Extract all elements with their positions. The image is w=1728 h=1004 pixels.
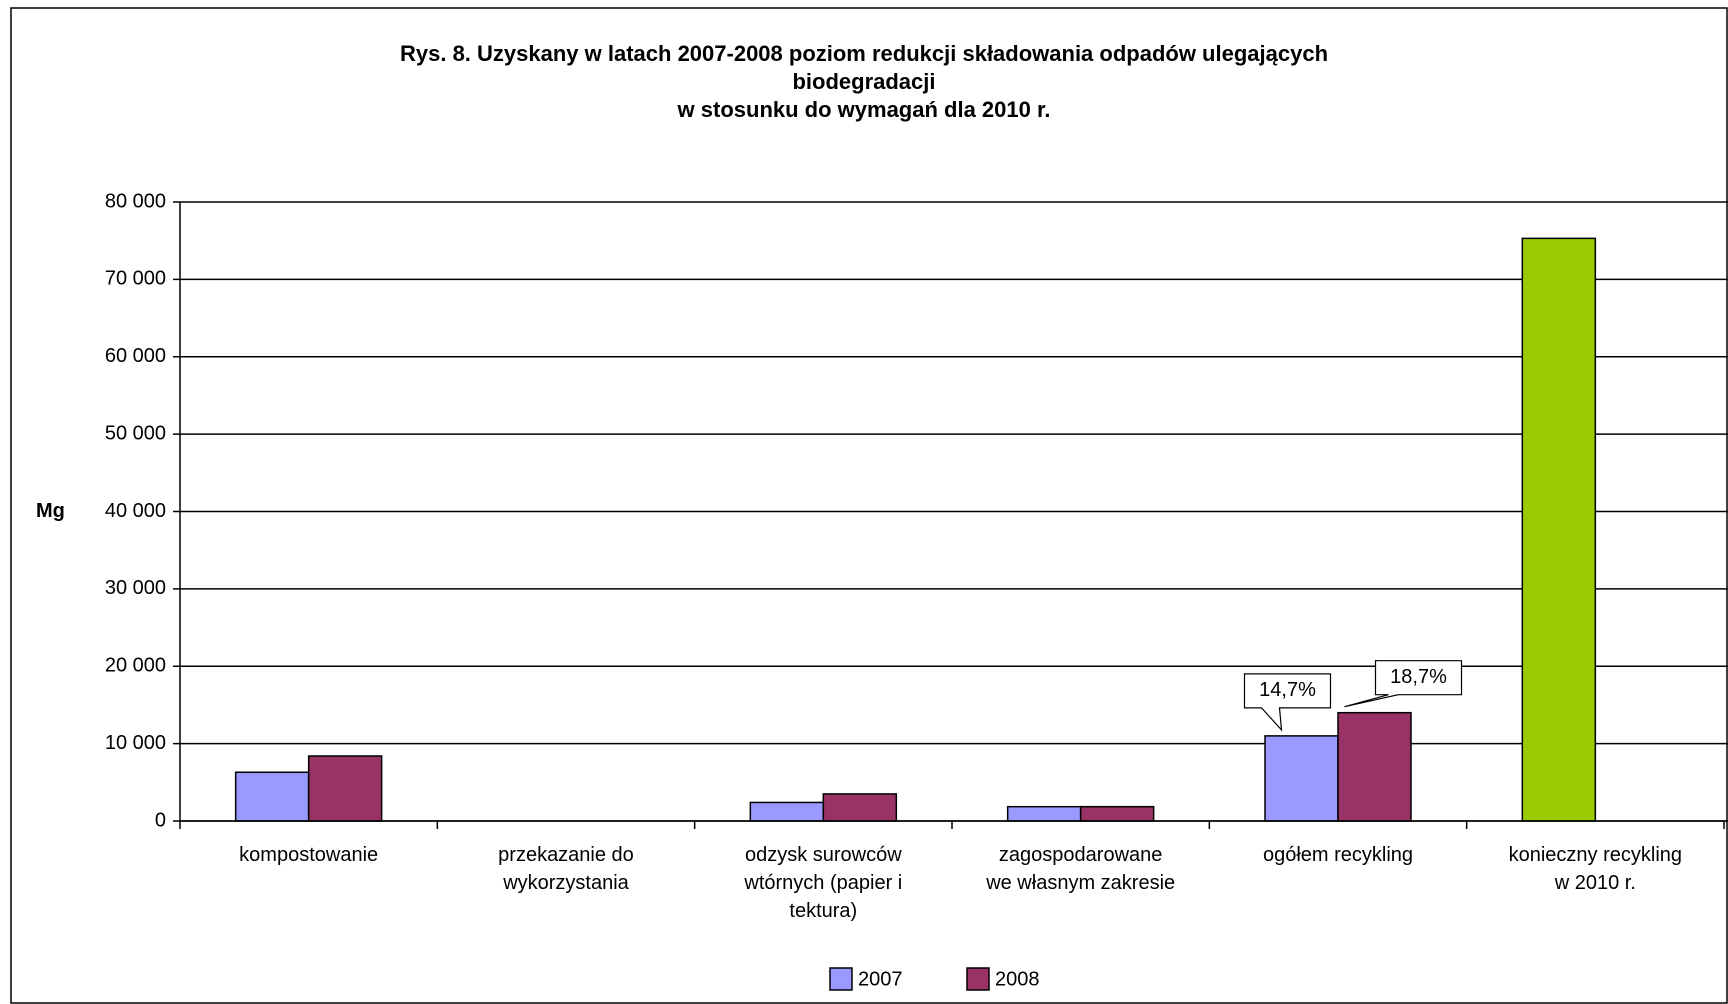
bar bbox=[1006, 805, 1082, 822]
y-tick-label: 70 000 bbox=[105, 268, 166, 290]
legend-label: 2008 bbox=[995, 968, 1040, 990]
frame bbox=[10, 7, 1728, 1004]
annotation: 18,7% bbox=[1390, 666, 1447, 688]
y-tick-label: 10 000 bbox=[105, 732, 166, 754]
chart-title: Rys. 8. Uzyskany w latach 2007-2008 pozi… bbox=[399, 41, 1329, 122]
bar bbox=[822, 793, 898, 822]
bar bbox=[1337, 711, 1412, 822]
callout bbox=[1344, 660, 1463, 708]
legend-swatch bbox=[829, 967, 853, 991]
x-tick-label: kompostowanie bbox=[239, 844, 379, 866]
x-tick-label: przekazanie do wykorzystania bbox=[498, 844, 634, 894]
y-tick-label: 80 000 bbox=[105, 190, 166, 212]
bar bbox=[749, 801, 825, 822]
x-tick-label: ogółem recykling bbox=[1262, 844, 1414, 866]
y-tick-label: 20 000 bbox=[105, 655, 166, 677]
annotation: 14,7% bbox=[1259, 679, 1316, 701]
legend-label: 2007 bbox=[858, 968, 903, 990]
y-tick-label: 30 000 bbox=[105, 577, 166, 599]
x-tick-label: konieczny recykling w 2010 r. bbox=[1508, 844, 1683, 894]
bar bbox=[234, 771, 310, 822]
bar bbox=[1521, 237, 1597, 822]
legend-swatch bbox=[966, 967, 990, 991]
y-tick-label: 0 bbox=[155, 809, 166, 831]
x-tick-label: odzysk surowców wtórnych (papier i tektu… bbox=[744, 844, 903, 922]
bar bbox=[1079, 805, 1155, 822]
y-axis-label: Mg bbox=[36, 500, 65, 522]
bar bbox=[307, 755, 383, 822]
y-tick-label: 40 000 bbox=[105, 500, 166, 522]
callout bbox=[1243, 673, 1332, 732]
y-tick-label: 60 000 bbox=[105, 345, 166, 367]
bar bbox=[1264, 735, 1339, 822]
x-tick-label: zagospodarowane we własnym zakresie bbox=[986, 844, 1176, 894]
y-tick-label: 50 000 bbox=[105, 422, 166, 444]
